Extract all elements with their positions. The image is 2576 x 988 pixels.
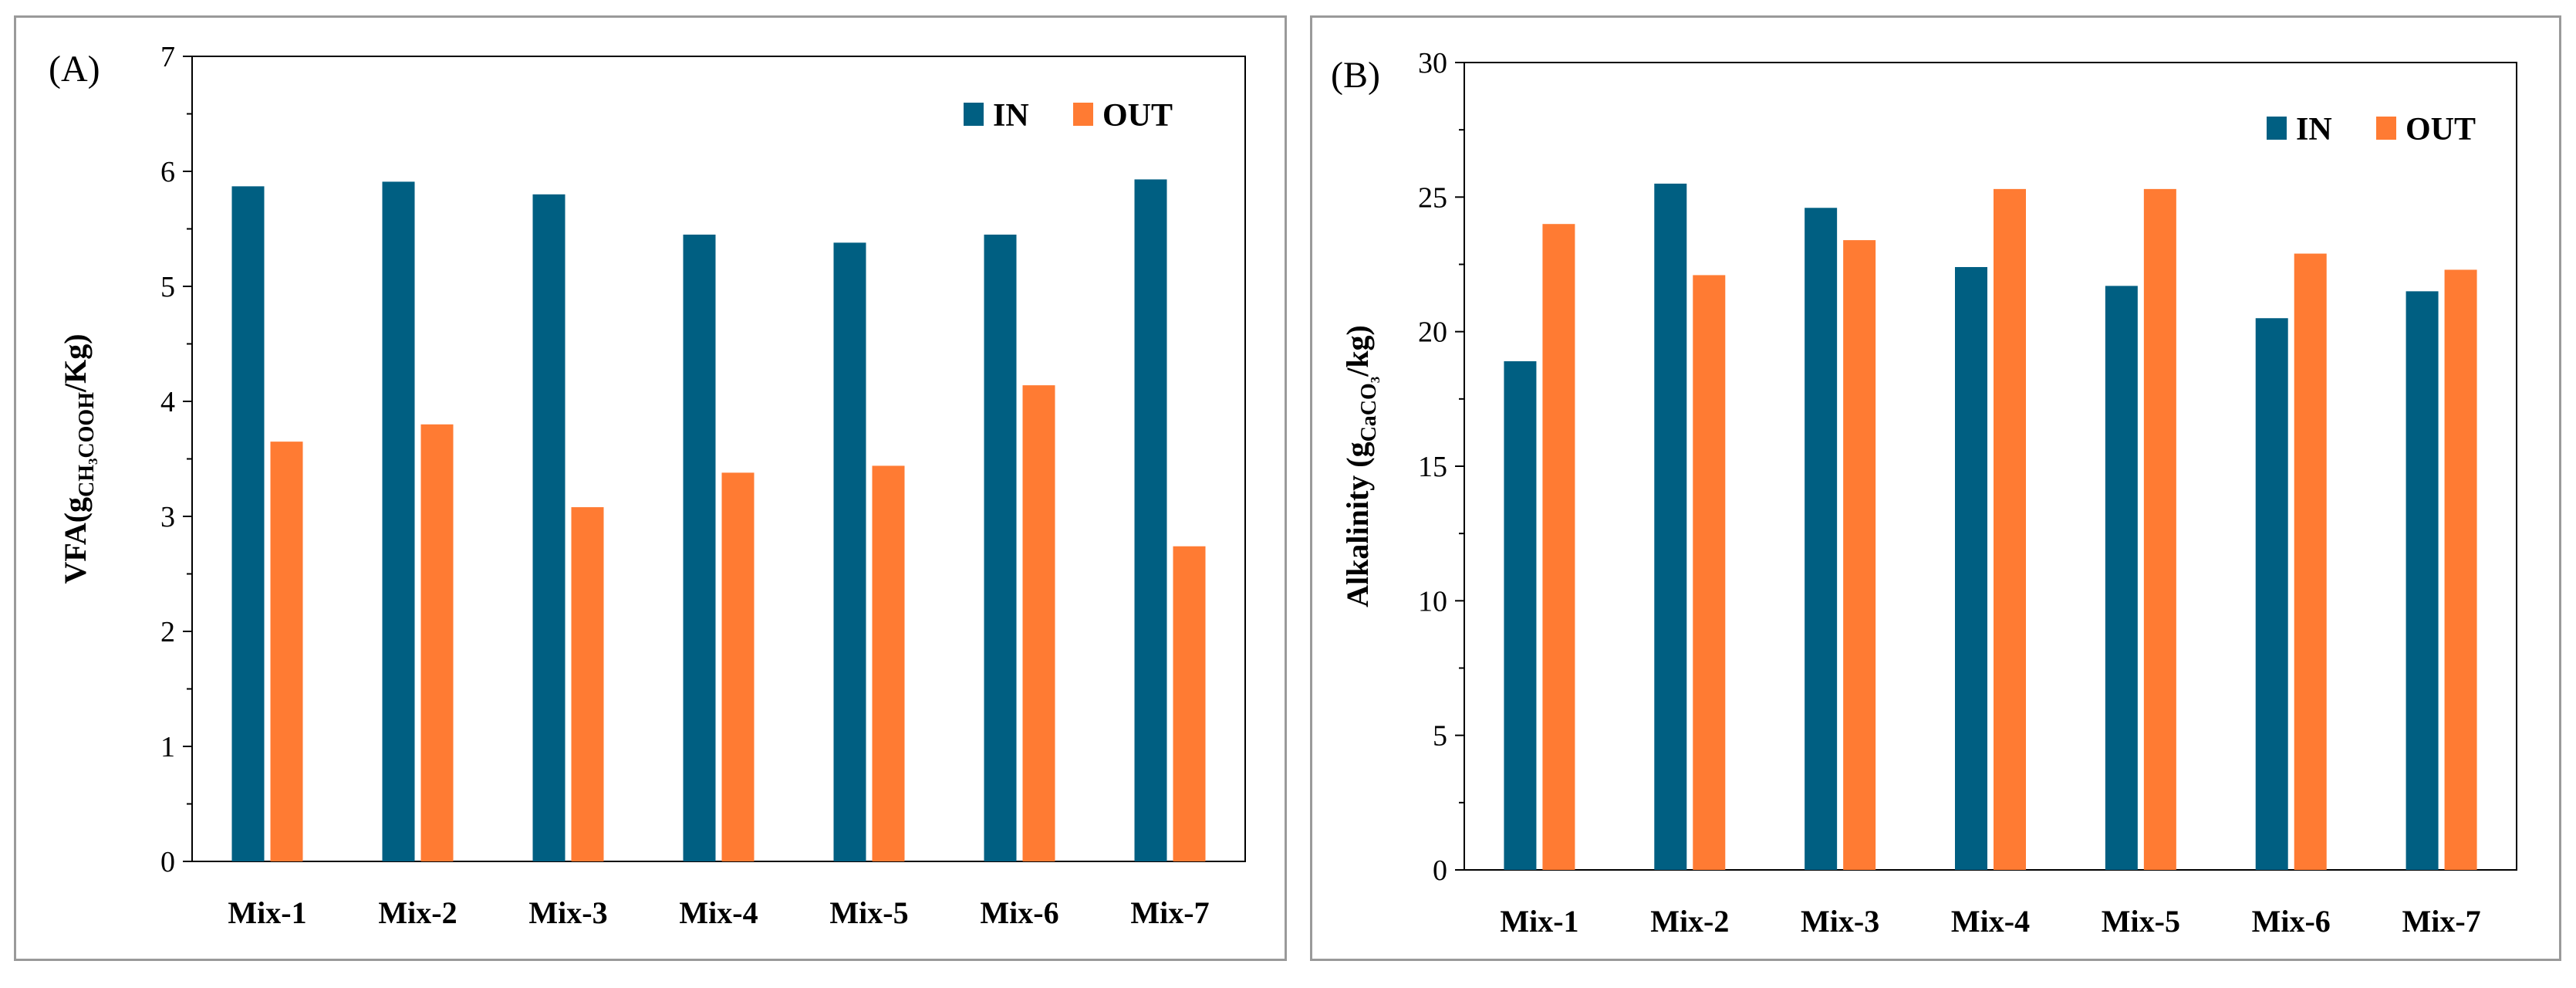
chart-a-svg: 0 1 2 3 4 5 6 7 Mix-1 Mix-2 Mix-3 Mix-4 Mix-5 Mix-6 Mi… <box>49 41 1246 930</box>
chart-a-legend-label-out: OUT <box>1102 98 1173 134</box>
chart-b-legend-label-in: IN <box>2296 112 2332 147</box>
chart-a-plot-frame <box>191 56 1246 862</box>
chart-b-ylabel: Alkalinity (gCaCO3/kg) <box>1340 325 1383 607</box>
chart-a-xtick-label-5: Mix-6 <box>980 895 1058 930</box>
chart-b-ylabel-sub: CaCO3 <box>1357 377 1383 442</box>
chart-b-ytick-label-3: 15 <box>1418 451 1447 483</box>
chart-a-panel-label: (A) <box>49 49 100 90</box>
chart-b-xtick-label-4: Mix-5 <box>2102 904 2180 939</box>
chart-b-ytick-label-0: 0 <box>1433 854 1447 887</box>
chart-a-xtick-label-0: Mix-1 <box>228 895 306 930</box>
chart-a-ylabel: VFA(gCH3COOH/Kg) <box>58 333 100 584</box>
chart-b-ylabel-sub-part-1: 3 <box>1368 377 1383 383</box>
chart-a-legend-swatch-out <box>1073 103 1093 126</box>
chart-b-bar-in-mix-7 <box>2406 291 2439 870</box>
chart-a-ylabel-sub-part-0: CH <box>75 465 99 497</box>
chart-a-legend-label-in: IN <box>993 98 1029 134</box>
chart-a-xtick-label-2: Mix-3 <box>528 895 607 930</box>
chart-a-ylabel-sub: CH3COOH <box>75 392 100 497</box>
chart-b-bar-out-mix-3 <box>1843 240 1876 870</box>
chart-b-xtick-label-6: Mix-7 <box>2402 904 2480 939</box>
chart-a-ylabel-sub-part-1: 3 <box>86 458 100 465</box>
chart-b-ylabel-tail: /kg) <box>1340 325 1375 377</box>
chart-b-xtick-label-5: Mix-6 <box>2252 904 2331 939</box>
chart-a-bar-out-mix-5 <box>872 465 905 861</box>
chart-b-svg: 0 5 10 15 20 25 30 Mix-1 Mix-2 Mix-3 Mix-4 Mix-5 Mix… <box>1331 47 2517 939</box>
chart-b-bar-out-mix-7 <box>2444 269 2477 870</box>
chart-a-bar-out-mix-3 <box>571 507 604 861</box>
chart-a-ytick-label-4: 4 <box>160 386 175 418</box>
chart-b-bar-in-mix-3 <box>1805 208 1838 870</box>
chart-a-bar-out-mix-7 <box>1173 546 1206 861</box>
chart-a-bar-out-mix-4 <box>721 472 755 861</box>
chart-a-bar-in-mix-4 <box>683 234 716 861</box>
chart-b-bar-out-mix-6 <box>2294 253 2327 870</box>
chart-a-bar-in-mix-7 <box>1134 179 1167 861</box>
chart-b-ytick-label-1: 5 <box>1433 720 1447 753</box>
chart-a-bar-in-mix-2 <box>382 181 415 861</box>
chart-a-bar-in-mix-6 <box>984 234 1017 861</box>
chart-a-ytick-label-3: 3 <box>160 501 175 533</box>
chart-b-bar-out-mix-4 <box>1994 188 2026 870</box>
chart-b-bar-in-mix-5 <box>2105 286 2138 871</box>
chart-a-bar-out-mix-6 <box>1022 385 1055 861</box>
chart-b-ytick-label-4: 20 <box>1418 316 1447 349</box>
chart-b-panel-label: (B) <box>1331 55 1380 96</box>
chart-b-bar-in-mix-1 <box>1504 361 1537 870</box>
chart-a-bar-in-mix-3 <box>532 194 566 862</box>
chart-a-ylabel-sub-part-2: COOH <box>75 392 99 458</box>
chart-panel-b: 0 5 10 15 20 25 30 Mix-1 Mix-2 Mix-3 Mix-4 Mix-5 Mix… <box>1310 15 2561 961</box>
chart-b-bar-out-mix-2 <box>1693 275 1726 870</box>
chart-b-xtick-label-3: Mix-4 <box>1951 904 2030 939</box>
chart-b-ytick-label-6: 30 <box>1418 47 1447 80</box>
chart-a-xtick-label-4: Mix-5 <box>829 895 908 930</box>
chart-b-bar-out-mix-5 <box>2143 188 2176 870</box>
chart-b-bar-in-mix-2 <box>1654 183 1687 870</box>
chart-a-ylabel-main: VFA(g <box>58 497 93 584</box>
chart-a-ytick-label-0: 0 <box>160 846 175 878</box>
chart-b-plot-frame <box>1464 62 2517 871</box>
chart-b-ylabel-sub-part-0: CaCO <box>1357 383 1381 442</box>
chart-b-ytick-label-2: 10 <box>1418 585 1447 618</box>
chart-a-bar-out-mix-2 <box>420 424 454 861</box>
chart-panel-a: 0 1 2 3 4 5 6 7 Mix-1 Mix-2 Mix-3 Mix-4 Mix-5 Mix-6 Mi… <box>14 15 1287 961</box>
chart-b-bar-in-mix-6 <box>2255 318 2288 870</box>
chart-a-bar-in-mix-5 <box>833 242 866 861</box>
chart-a-xtick-label-1: Mix-2 <box>378 895 457 930</box>
chart-a-ytick-label-5: 5 <box>160 271 175 303</box>
chart-a-ytick-label-1: 1 <box>160 731 175 763</box>
chart-a-ytick-label-6: 6 <box>160 156 175 188</box>
chart-a-legend-swatch-in <box>964 103 984 126</box>
chart-b-xtick-label-1: Mix-2 <box>1650 904 1729 939</box>
chart-a-xtick-label-6: Mix-7 <box>1130 895 1209 930</box>
chart-a-ytick-label-7: 7 <box>160 41 175 73</box>
chart-a-bar-in-mix-1 <box>231 186 265 861</box>
chart-b-xtick-label-0: Mix-1 <box>1500 904 1578 939</box>
chart-b-legend-label-out: OUT <box>2406 112 2476 147</box>
chart-b-bar-out-mix-1 <box>1542 224 1575 870</box>
chart-a-bar-out-mix-1 <box>270 442 303 861</box>
chart-a-ytick-label-2: 2 <box>160 616 175 648</box>
chart-b-legend-swatch-out <box>2376 117 2396 140</box>
chart-b-bar-in-mix-4 <box>1955 266 1987 870</box>
chart-a-ylabel-tail: /Kg) <box>58 333 93 393</box>
chart-b-legend-swatch-in <box>2267 117 2287 140</box>
chart-b-ytick-label-5: 25 <box>1418 181 1447 214</box>
chart-a-xtick-label-3: Mix-4 <box>679 895 758 930</box>
chart-b-xtick-label-2: Mix-3 <box>1801 904 1879 939</box>
chart-b-ylabel-main: Alkalinity (g <box>1340 442 1375 607</box>
